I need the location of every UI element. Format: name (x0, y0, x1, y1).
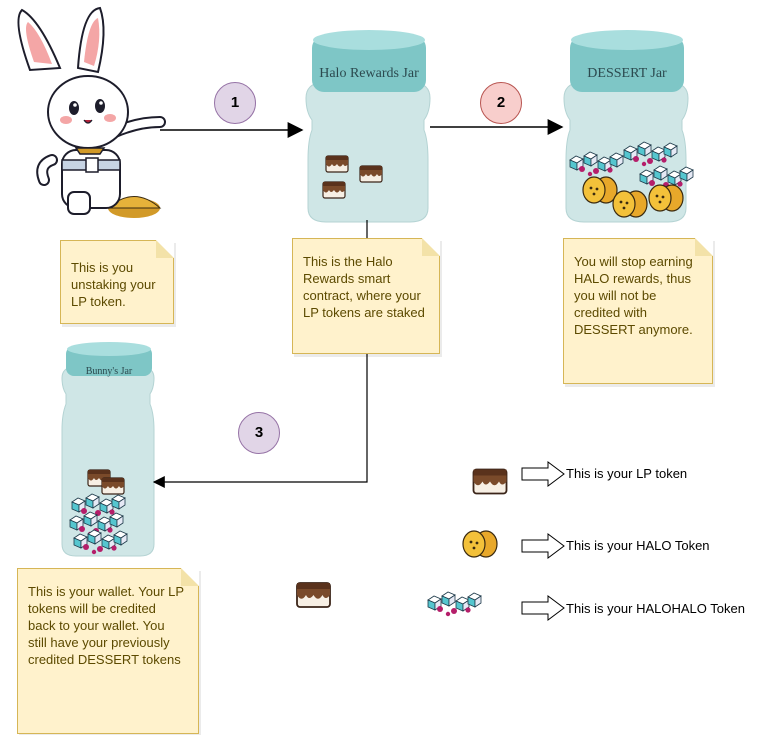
note-wallet: This is your wallet. Your LP tokens will… (17, 568, 199, 734)
legend-lp-token-icon (472, 468, 508, 495)
note-you-unstaking: This is you unstaking your LP token. (60, 240, 174, 324)
legend-lp-label: This is your LP token (566, 466, 688, 481)
note-halo-contract-text: This is the Halo Rewards smart contract,… (303, 254, 425, 320)
legend-halo-token-icon (463, 531, 497, 557)
legend-halohalo-token-icon (428, 592, 481, 616)
legend-arrow-halohalo (521, 595, 565, 621)
bunnys-jar-icon (61, 342, 155, 557)
note-wallet-text: This is your wallet. Your LP tokens will… (28, 584, 184, 667)
note-stop-earning-text: You will stop earning HALO rewards, thus… (574, 254, 693, 337)
step-3-badge: 3 (238, 412, 280, 454)
bunnys-jar-label: Bunny's Jar (85, 366, 133, 377)
halo-rewards-jar-label: Halo Rewards Jar (319, 66, 419, 81)
legend-arrow-halo (521, 533, 565, 559)
bunny-character-icon (17, 6, 166, 218)
halo-rewards-jar-icon (305, 30, 431, 223)
note-you-unstaking-text: This is you unstaking your LP token. (71, 260, 156, 309)
dessert-jar-label: DESSERT Jar (587, 66, 667, 81)
legend-halohalo-label: This is your HALOHALO Token (566, 601, 745, 616)
note-halo-contract: This is the Halo Rewards smart contract,… (292, 238, 440, 354)
legend-arrow-lp (521, 461, 565, 487)
note-stop-earning: You will stop earning HALO rewards, thus… (563, 238, 713, 384)
dessert-jar-icon (563, 30, 693, 223)
step-1-badge: 1 (214, 82, 256, 124)
lp-token-moving-icon (296, 582, 331, 608)
legend-halo-label: This is your HALO Token (566, 538, 710, 553)
step-2-badge: 2 (480, 82, 522, 124)
